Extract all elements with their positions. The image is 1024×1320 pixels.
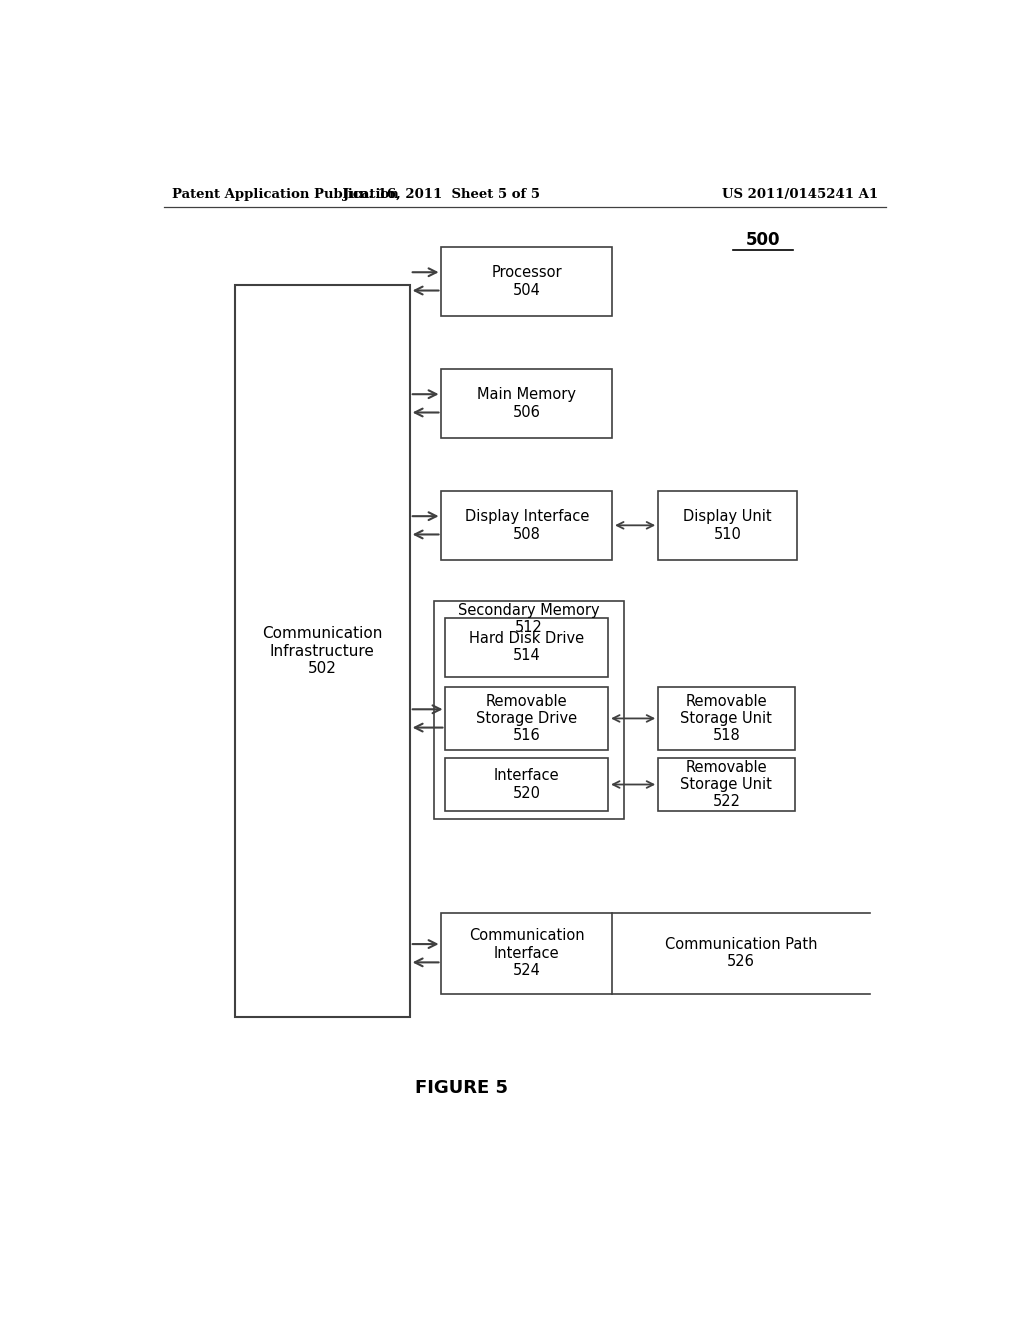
Bar — [441, 491, 612, 560]
Bar — [441, 912, 612, 994]
Text: Patent Application Publication: Patent Application Publication — [172, 189, 398, 202]
Text: Processor
504: Processor 504 — [492, 265, 562, 297]
Text: Main Memory
506: Main Memory 506 — [477, 387, 577, 420]
Text: 500: 500 — [745, 231, 780, 248]
Bar — [658, 491, 797, 560]
Bar — [445, 618, 608, 677]
Text: Jun. 16, 2011  Sheet 5 of 5: Jun. 16, 2011 Sheet 5 of 5 — [343, 189, 540, 202]
Text: Display Interface
508: Display Interface 508 — [465, 510, 589, 541]
Bar — [445, 686, 608, 750]
Bar — [433, 601, 624, 818]
Bar — [445, 758, 608, 810]
Text: Communication
Infrastructure
502: Communication Infrastructure 502 — [262, 627, 383, 676]
Bar — [658, 758, 795, 810]
Bar — [236, 285, 410, 1018]
Text: Communication
Interface
524: Communication Interface 524 — [469, 928, 585, 978]
Bar — [441, 247, 612, 315]
Text: US 2011/0145241 A1: US 2011/0145241 A1 — [722, 189, 878, 202]
Bar — [441, 368, 612, 438]
Text: Hard Disk Drive
514: Hard Disk Drive 514 — [469, 631, 585, 664]
Text: Removable
Storage Drive
516: Removable Storage Drive 516 — [476, 693, 578, 743]
Bar — [658, 686, 795, 750]
Text: Display Unit
510: Display Unit 510 — [683, 510, 772, 541]
Text: Removable
Storage Unit
522: Removable Storage Unit 522 — [680, 759, 772, 809]
Text: Removable
Storage Unit
518: Removable Storage Unit 518 — [680, 693, 772, 743]
Text: Secondary Memory
512: Secondary Memory 512 — [458, 603, 600, 635]
Text: Communication Path
526: Communication Path 526 — [665, 937, 817, 969]
Text: Interface
520: Interface 520 — [494, 768, 559, 801]
Text: FIGURE 5: FIGURE 5 — [415, 1080, 508, 1097]
